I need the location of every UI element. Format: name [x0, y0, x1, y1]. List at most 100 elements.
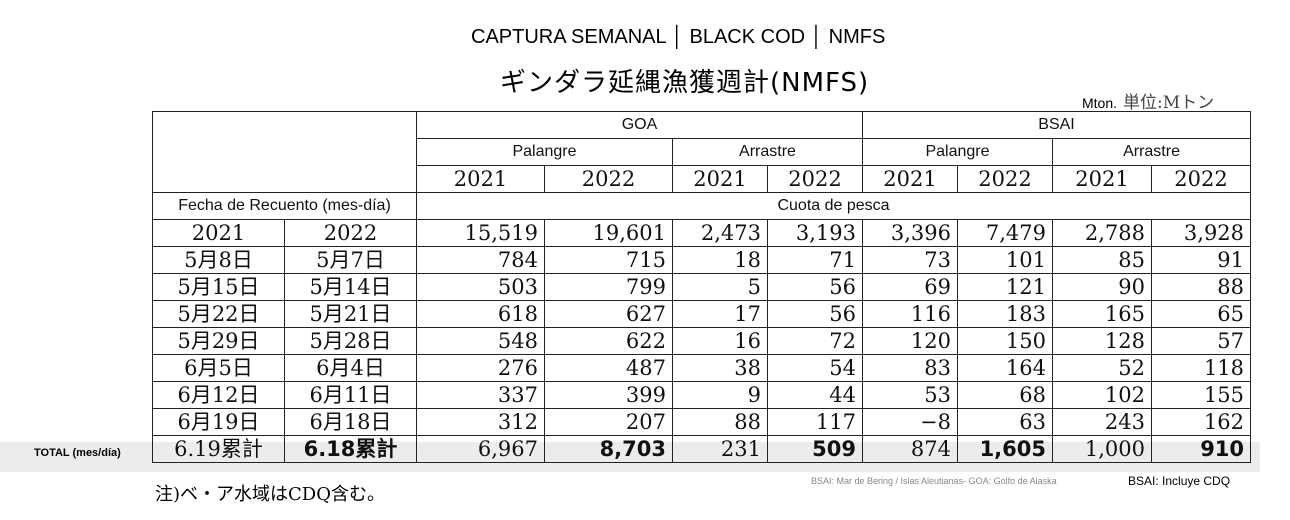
catch-cell: 56 — [767, 273, 863, 301]
total-cell: 231 — [672, 435, 768, 463]
date-2021-cell: 6月5日 — [152, 354, 285, 382]
catch-cell: 150 — [957, 327, 1053, 355]
catch-cell: 38 — [672, 354, 768, 382]
catch-cell: 162 — [1150, 408, 1252, 436]
gear-bsai-arrastre: Arrastre — [1051, 138, 1252, 166]
date-2021-cell: 5月22日 — [152, 300, 285, 328]
catch-cell: 73 — [862, 246, 958, 274]
catch-cell: 503 — [416, 273, 545, 301]
unit-label: Mton. 単位:Mトン — [1082, 88, 1214, 113]
catch-cell: 63 — [957, 408, 1053, 436]
catch-cell: 183 — [957, 300, 1053, 328]
quota-cell: 3,396 — [862, 219, 958, 247]
catch-cell: 622 — [544, 327, 673, 355]
catch-cell: 52 — [1052, 354, 1152, 382]
footer-bsai-note: BSAI: Incluye CDQ — [1128, 474, 1231, 488]
catch-cell: 312 — [416, 408, 545, 436]
table-row: 5月8日 5月7日 784 715 18 71 73 101 85 91 — [152, 246, 1252, 274]
catch-cell: 18 — [672, 246, 768, 274]
quota-cell: 2,788 — [1052, 219, 1152, 247]
total-row: 6.19累計 6.18累計 6,967 8,703 231 509 874 1,… — [152, 435, 1252, 463]
quota-cell: 15,519 — [416, 219, 545, 247]
table-row: 5月22日 5月21日 618 627 17 56 116 183 165 65 — [152, 300, 1252, 328]
gear-goa-palangre: Palangre — [416, 138, 673, 166]
date-year-2022: 2022 — [284, 219, 417, 247]
quota-cell: 7,479 — [957, 219, 1053, 247]
catch-cell: 88 — [672, 408, 768, 436]
blank-corner-cell — [152, 111, 417, 193]
catch-cell: 88 — [1150, 273, 1252, 301]
total-cell: 874 — [862, 435, 958, 463]
region-bsai: BSAI — [861, 111, 1252, 139]
region-goa: GOA — [416, 111, 863, 139]
year-cell: 2022 — [1150, 165, 1252, 193]
catch-cell: 117 — [767, 408, 863, 436]
catch-cell: 69 — [862, 273, 958, 301]
table-row: 6月19日 6月18日 312 207 88 117 −8 63 243 162 — [152, 408, 1252, 436]
date-2021-cell: 5月29日 — [152, 327, 285, 355]
date-2022-cell: 5月14日 — [284, 273, 417, 301]
total-cell: 6,967 — [416, 435, 545, 463]
total-cell: 910 — [1150, 435, 1252, 463]
catch-cell: 68 — [957, 381, 1053, 409]
year-cell: 2021 — [1052, 165, 1152, 193]
catch-cell: −8 — [862, 408, 958, 436]
date-2022-cell: 5月7日 — [284, 246, 417, 274]
catch-cell: 17 — [672, 300, 768, 328]
catch-cell: 83 — [862, 354, 958, 382]
catch-cell: 399 — [544, 381, 673, 409]
total-cell: 509 — [767, 435, 863, 463]
date-2021-cell: 5月8日 — [152, 246, 285, 274]
catch-cell: 101 — [957, 246, 1053, 274]
year-cell: 2022 — [544, 165, 673, 193]
catch-cell: 90 — [1052, 273, 1152, 301]
footer-source: BSAI: Mar de Bering / Islas Aleutianas- … — [811, 476, 1057, 486]
catch-cell: 102 — [1052, 381, 1152, 409]
table-row: 5月15日 5月14日 503 799 5 56 69 121 90 88 — [152, 273, 1252, 301]
catch-cell: 487 — [544, 354, 673, 382]
quota-cell: 3,193 — [767, 219, 863, 247]
date-2021-cell: 6月19日 — [152, 408, 285, 436]
unit-jp: 単位:Mトン — [1123, 93, 1215, 113]
catch-cell: 57 — [1150, 327, 1252, 355]
unit-mton: Mton. — [1082, 95, 1118, 111]
date-2022-cell: 5月28日 — [284, 327, 417, 355]
page-title: CAPTURA SEMANAL │ BLACK COD │ NMFS — [471, 26, 886, 48]
footer-note: 注)ベ・ア水域はCDQ含む。 — [155, 484, 385, 505]
catch-cell: 121 — [957, 273, 1053, 301]
table-row: 6月5日 6月4日 276 487 38 54 83 164 52 118 — [152, 354, 1252, 382]
total-cell: 1,000 — [1052, 435, 1152, 463]
year-cell: 2021 — [862, 165, 958, 193]
section-header-row: Fecha de Recuento (mes-día) Cuota de pes… — [152, 192, 1252, 220]
catch-cell: 16 — [672, 327, 768, 355]
date-2022-cell: 6月4日 — [284, 354, 417, 382]
year-cell: 2021 — [672, 165, 768, 193]
gear-header-row: Palangre Arrastre Palangre Arrastre — [153, 138, 1252, 166]
catch-cell: 56 — [767, 300, 863, 328]
catch-cell: 5 — [672, 273, 768, 301]
total-date-2021: 6.19累計 — [152, 435, 285, 463]
year-header-row: 2021 2022 2021 2022 2021 2022 2021 2022 — [153, 165, 1252, 193]
catch-cell: 116 — [862, 300, 958, 328]
catch-cell: 618 — [416, 300, 545, 328]
catch-cell: 276 — [416, 354, 545, 382]
gear-bsai-palangre: Palangre — [862, 138, 1053, 166]
quota-row: 2021 2022 15,519 19,601 2,473 3,193 3,39… — [152, 219, 1252, 247]
date-header: Fecha de Recuento (mes-día) — [152, 192, 417, 220]
year-cell: 2021 — [416, 165, 545, 193]
gear-goa-arrastre: Arrastre — [672, 138, 863, 166]
weekly-rows: 5月8日 5月7日 784 715 18 71 73 101 85 91 5月15日 5月14日 503… — [152, 246, 1252, 436]
year-cell: 2022 — [957, 165, 1053, 193]
total-row-label: TOTAL (mes/día) — [34, 447, 121, 459]
catch-cell: 784 — [416, 246, 545, 274]
catch-cell: 85 — [1052, 246, 1152, 274]
quota-cell: 19,601 — [544, 219, 673, 247]
date-2022-cell: 6月18日 — [284, 408, 417, 436]
table-row: 5月29日 5月28日 548 622 16 72 120 150 128 57 — [152, 327, 1252, 355]
catch-cell: 91 — [1150, 246, 1252, 274]
catch-cell: 128 — [1052, 327, 1152, 355]
catch-cell: 65 — [1150, 300, 1252, 328]
catch-cell: 337 — [416, 381, 545, 409]
catch-cell: 9 — [672, 381, 768, 409]
catch-cell: 207 — [544, 408, 673, 436]
